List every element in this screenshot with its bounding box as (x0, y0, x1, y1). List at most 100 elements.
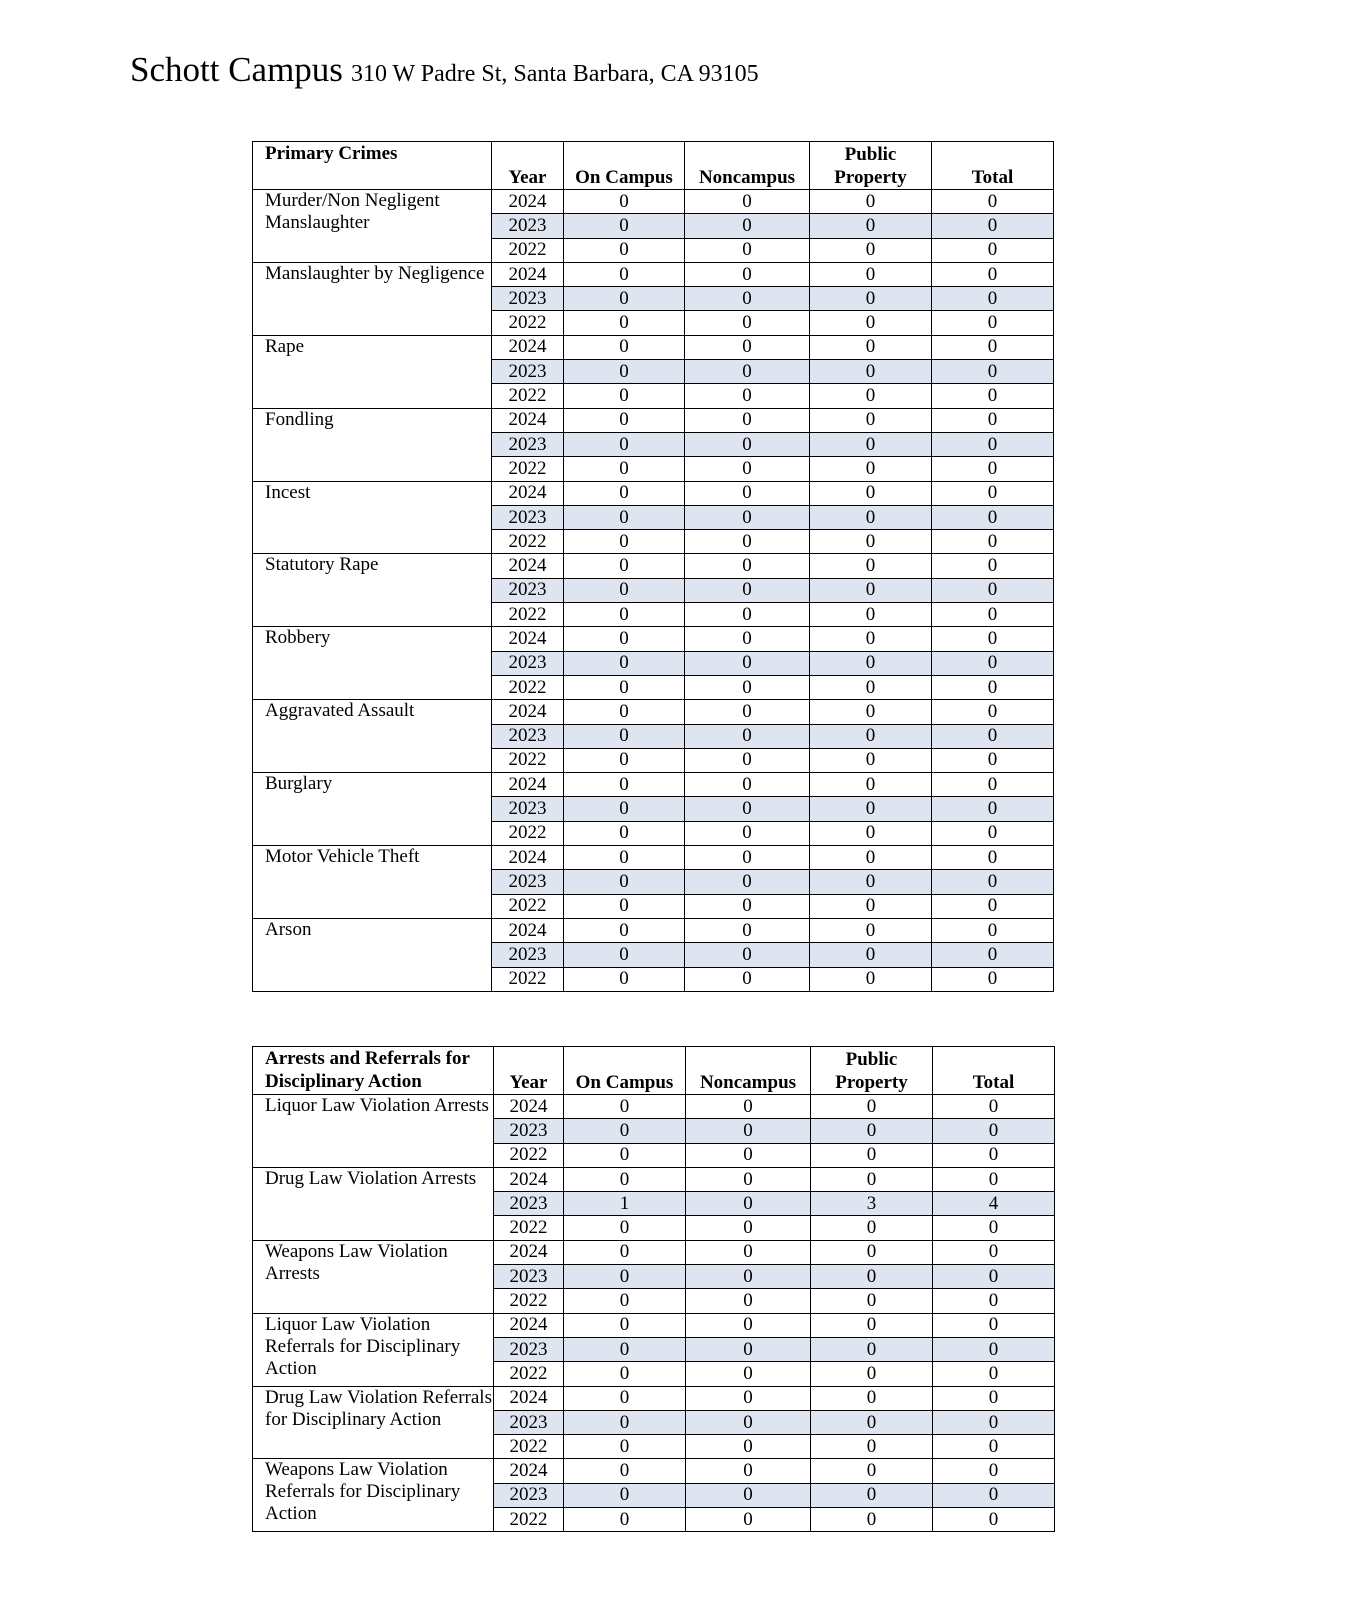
year-cell: 2024 (491, 261, 564, 288)
on-campus-cell: 0 (563, 1409, 686, 1436)
on-campus-cell: 0 (563, 407, 685, 433)
on-campus-cell: 0 (563, 577, 685, 604)
category-label: Rape (252, 334, 492, 409)
category-label: Drug Law Violation Referrals for Discipl… (252, 1385, 494, 1460)
total-cell: 0 (932, 1385, 1055, 1411)
table-row: 2023 0 0 0 0 (253, 796, 1054, 822)
header-total: Total (931, 141, 1054, 190)
table-row: Weapons Law Violation Arrests 2024 0 0 0 0 (252, 1239, 1055, 1314)
noncampus-cell: 0 (685, 1434, 811, 1460)
year-cell: 2023 (493, 1264, 564, 1290)
on-campus-cell: 0 (563, 261, 685, 288)
public-property-cell: 0 (810, 1409, 933, 1436)
public-property-cell: 0 (809, 626, 932, 652)
noncampus-cell: 0 (685, 1118, 811, 1144)
table-row: Incest 2024 0 0 0 0 (252, 480, 1054, 555)
total-cell: 0 (931, 869, 1054, 895)
total-cell: 0 (931, 602, 1054, 628)
year-cell: 2022 (491, 310, 564, 336)
year-cell: 2022 (491, 674, 564, 701)
year-cell: 2022 (493, 1434, 564, 1460)
public-property-cell: 0 (810, 1482, 933, 1509)
public-property-cell: 0 (809, 480, 932, 506)
on-campus-cell: 0 (563, 626, 685, 652)
total-cell: 0 (932, 1482, 1055, 1509)
total-cell: 0 (932, 1409, 1055, 1436)
on-campus-cell: 0 (563, 334, 685, 361)
public-property-cell: 0 (809, 699, 932, 725)
table-row: Burglary 2024 0 0 0 0 (252, 772, 1054, 847)
public-property-cell: 0 (809, 893, 932, 919)
noncampus-cell: 0 (684, 334, 810, 361)
year-cell: 2023 (493, 1118, 564, 1144)
noncampus-cell: 0 (684, 845, 810, 871)
noncampus-cell: 0 (684, 213, 810, 239)
noncampus-cell: 0 (684, 626, 810, 652)
total-cell: 0 (932, 1507, 1055, 1533)
on-campus-cell: 0 (563, 1288, 686, 1314)
table-row: 2023 0 0 0 0 (253, 942, 1054, 968)
year-cell: 2024 (491, 407, 564, 433)
category-label: Weapons Law Violation Arrests (252, 1239, 494, 1314)
table-row: 2023 0 0 0 0 (253, 1409, 1055, 1436)
noncampus-cell: 0 (684, 942, 810, 968)
header-public-property: Public Property (809, 141, 932, 190)
total-cell: 0 (931, 942, 1054, 968)
year-cell: 2023 (491, 796, 564, 822)
public-property-cell: 0 (809, 602, 932, 628)
public-property-cell: 0 (810, 1361, 933, 1387)
header-category: Primary Crimes (252, 141, 492, 190)
on-campus-cell: 0 (563, 1093, 686, 1120)
total-cell: 0 (931, 383, 1054, 409)
year-cell: 2022 (493, 1507, 564, 1533)
noncampus-cell: 0 (685, 1264, 811, 1290)
noncampus-cell: 0 (684, 917, 810, 944)
category-label: Motor Vehicle Theft (252, 845, 492, 919)
year-cell: 2022 (491, 893, 564, 919)
on-campus-cell: 1 (563, 1191, 686, 1217)
year-cell: 2023 (491, 286, 564, 312)
table-row: Fondling 2024 0 0 0 0 (252, 407, 1054, 482)
total-cell: 0 (931, 310, 1054, 336)
year-cell: 2023 (491, 504, 564, 531)
on-campus-cell: 0 (563, 1215, 686, 1241)
table-row: 2022 0 0 0 0 (253, 237, 1054, 263)
public-property-cell: 0 (810, 1434, 933, 1460)
on-campus-cell: 0 (563, 674, 685, 701)
on-campus-cell: 0 (563, 1142, 686, 1168)
noncampus-cell: 0 (684, 237, 810, 263)
total-cell: 0 (932, 1215, 1055, 1241)
header-category: Arrests and Referrals for Disciplinary A… (252, 1046, 494, 1095)
public-property-cell: 0 (809, 237, 932, 263)
table-row: 2022 0 0 0 0 (253, 383, 1054, 409)
on-campus-cell: 0 (563, 237, 685, 263)
public-property-cell: 0 (809, 431, 932, 458)
public-property-cell: 0 (809, 772, 932, 798)
noncampus-cell: 0 (685, 1458, 811, 1484)
public-property-cell: 0 (809, 869, 932, 895)
noncampus-cell: 0 (685, 1288, 811, 1314)
year-cell: 2023 (491, 942, 564, 968)
on-campus-cell: 0 (563, 431, 685, 458)
table-row: Robbery 2024 0 0 0 0 (252, 626, 1054, 701)
table-row: 2023 0 0 0 0 (253, 869, 1054, 895)
noncampus-cell: 0 (685, 1361, 811, 1387)
noncampus-cell: 0 (684, 553, 810, 579)
table-row: Liquor Law Violation Referrals for Disci… (252, 1312, 1055, 1387)
public-property-cell: 0 (809, 286, 932, 312)
table-row: 2023 0 0 0 0 (253, 577, 1054, 604)
table-row: 2022 0 0 0 0 (253, 966, 1054, 992)
on-campus-cell: 0 (563, 286, 685, 312)
category-label: Incest (252, 480, 492, 555)
year-cell: 2024 (491, 845, 564, 871)
on-campus-cell: 0 (563, 383, 685, 409)
on-campus-cell: 0 (563, 1336, 686, 1363)
year-cell: 2022 (493, 1361, 564, 1387)
total-cell: 0 (932, 1166, 1055, 1193)
year-cell: 2022 (491, 237, 564, 263)
table-row: Arson 2024 0 0 0 0 (252, 917, 1054, 992)
table-row: 2023 0 0 0 0 (253, 504, 1054, 531)
on-campus-cell: 0 (563, 699, 685, 725)
total-cell: 0 (932, 1264, 1055, 1290)
primary-crimes-table: Primary Crimes Year On Campus Noncampus Publ… (252, 141, 1054, 992)
